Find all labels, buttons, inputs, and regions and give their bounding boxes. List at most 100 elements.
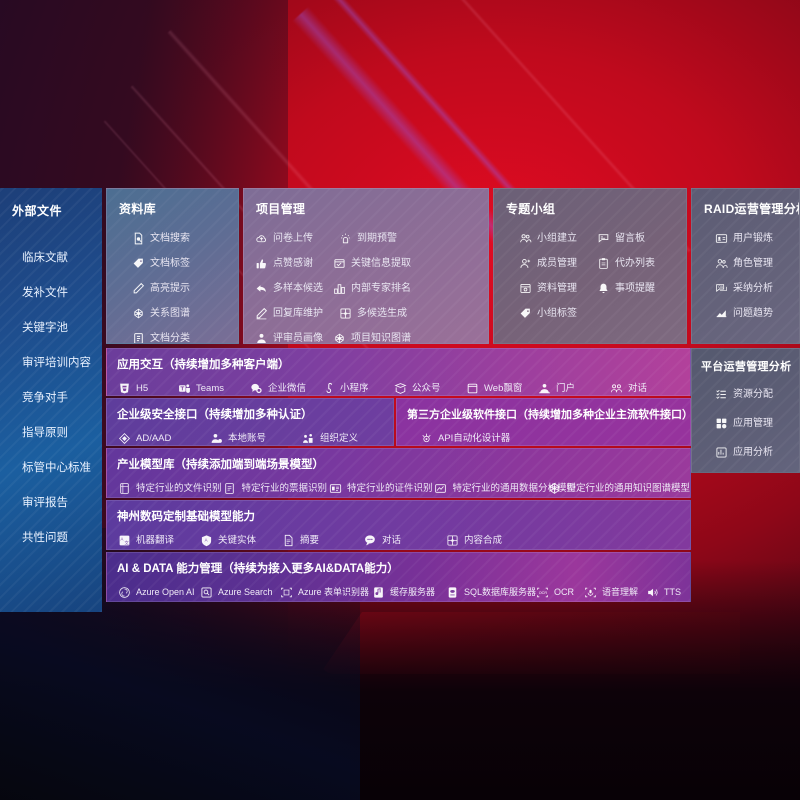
item-data-analysis-model[interactable]: 特定行业的通用数据分析模型: [434, 476, 576, 497]
bar-app-interaction-title: 应用交互（持续增加多种客户端）: [117, 359, 290, 371]
item-label: Teams: [196, 383, 224, 394]
item-ad-aad[interactable]: AD/AAD: [117, 426, 209, 445]
item-key-entity[interactable]: A 关键实体: [199, 528, 281, 549]
item-key-info-extract[interactable]: 关键信息提取: [332, 251, 416, 276]
item-sql-database-server[interactable]: SQL数据库服务器: [445, 580, 536, 601]
item-like-thanks[interactable]: 点赞感谢: [254, 251, 332, 276]
item-relation-graph[interactable]: 关系图谱: [117, 301, 232, 326]
item-item-reminder[interactable]: 事项提醒: [592, 276, 680, 301]
item-material-management[interactable]: 资料管理: [504, 276, 592, 301]
sidebar-item-supplement-docs[interactable]: 发补文件: [22, 287, 68, 299]
bar-ai-data: AI & DATA 能力管理（持续为接入更多AI&DATA能力） Azure O…: [106, 552, 691, 602]
graph-network-icon: [131, 307, 145, 321]
item-label: 本地账号: [228, 433, 267, 444]
sidebar-item-training-content[interactable]: 审评培训内容: [22, 357, 91, 369]
item-highlight-hint[interactable]: 高亮提示: [117, 276, 232, 301]
item-local-account[interactable]: 本地账号: [209, 426, 301, 445]
item-label: 组织定义: [320, 433, 359, 444]
item-project-knowledge-graph[interactable]: 项目知识图谱: [332, 326, 416, 343]
item-user-training[interactable]: 用户锻炼: [702, 226, 793, 251]
wecom-icon: [249, 382, 263, 396]
item-doc-search[interactable]: 文档搜索: [117, 226, 232, 251]
item-knowledge-graph-model[interactable]: 特定行业的通用知识图谱模型: [548, 476, 691, 497]
item-due-alert[interactable]: 到期预警: [338, 226, 416, 251]
item-speech-understanding[interactable]: 语音理解: [583, 580, 645, 601]
cards-row: 资料库 文档搜索 文档标签 高亮提示 关系图谱: [106, 188, 800, 344]
item-resource-allocation[interactable]: 资源分配: [702, 380, 793, 409]
item-h5[interactable]: H5: [117, 376, 177, 395]
item-group-tag[interactable]: 小组标签: [504, 301, 592, 326]
graph-network-icon: [548, 482, 562, 496]
item-miniprogram[interactable]: 小程序: [321, 376, 393, 395]
sidebar-item-common-issues[interactable]: 共性问题: [22, 532, 68, 544]
item-role-management[interactable]: 角色管理: [702, 251, 793, 276]
clipboard-icon: [596, 257, 610, 271]
item-multi-sample-candidate[interactable]: 多样本候选: [254, 276, 332, 301]
sidebar-item-competitors[interactable]: 竞争对手: [22, 392, 68, 404]
bar-security-items: AD/AAD 本地账号 组织定义: [107, 422, 393, 445]
app-analysis-icon: [714, 446, 728, 460]
item-adoption-analysis[interactable]: QA 采纳分析: [702, 276, 793, 301]
item-label: 特定行业的通用知识图谱模型: [566, 483, 691, 494]
bar-thirdparty-interface: 第三方企业级软件接口（持续增加多种企业主流软件接口） API自动化设计器: [396, 398, 691, 446]
item-multi-candidate-generate[interactable]: 多候选生成: [338, 301, 416, 326]
doc-list-icon: [131, 332, 145, 343]
item-app-management[interactable]: 应用管理: [702, 409, 793, 438]
item-teams[interactable]: Teams: [177, 376, 249, 395]
item-label: 留言板: [615, 233, 645, 244]
item-official-account[interactable]: 公众号: [393, 376, 465, 396]
item-member-management[interactable]: 成员管理: [504, 251, 592, 276]
item-expert-ranking[interactable]: 内部专家排名: [332, 276, 411, 301]
item-azure-search[interactable]: Azure Search: [199, 580, 279, 601]
item-todo-list[interactable]: 代办列表: [592, 251, 680, 276]
item-ocr[interactable]: OCR OCR: [535, 580, 583, 601]
sidebar-item-review-report[interactable]: 审评报告: [22, 497, 68, 509]
item-label: 问卷上传: [273, 233, 313, 244]
item-app-analysis[interactable]: 应用分析: [702, 438, 793, 467]
item-azure-form-recognizer[interactable]: Azure 表单识别器: [279, 580, 371, 601]
item-message-board[interactable]: 留言板: [592, 226, 680, 251]
graph-network-icon: [332, 332, 346, 343]
item-group-create[interactable]: 小组建立: [504, 226, 592, 251]
item-label: 角色管理: [733, 258, 773, 269]
sidebar-item-standards[interactable]: 标管中心标准: [22, 462, 91, 474]
item-content-synthesis[interactable]: 内容合成: [445, 528, 502, 549]
item-reply-library-maintain[interactable]: 回复库维护: [254, 301, 338, 326]
item-receipt-recognition[interactable]: 特定行业的票据识别: [223, 476, 329, 497]
item-cache-server[interactable]: 缓存服务器: [371, 580, 445, 601]
svg-text:A: A: [204, 538, 207, 543]
bar-security-title: 企业级安全接口（持续增加多种认证）: [117, 409, 313, 421]
item-portal[interactable]: 门户: [537, 376, 609, 395]
item-label: 成员管理: [537, 258, 577, 269]
item-label: 代办列表: [615, 258, 655, 269]
item-label: 对话: [382, 535, 402, 546]
reply-arrow-icon: [254, 282, 268, 296]
chat-bubble-icon: [363, 534, 377, 548]
item-doc-classify[interactable]: 文档分类: [117, 326, 232, 343]
id-recognize-icon: [328, 482, 342, 496]
item-api-designer[interactable]: API自动化设计器: [419, 426, 510, 445]
item-questionnaire-upload[interactable]: 问卷上传: [254, 226, 338, 251]
item-id-recognition[interactable]: 特定行业的证件识别: [328, 476, 434, 497]
item-azure-openai[interactable]: Azure Open AI: [117, 580, 199, 601]
item-tts[interactable]: TTS: [645, 580, 681, 601]
item-wecom[interactable]: 企业微信: [249, 376, 321, 396]
item-dialogue[interactable]: 对话: [609, 376, 681, 395]
sidebar-item-keyword-pool[interactable]: 关键字池: [22, 322, 68, 334]
item-file-recognition[interactable]: 特定行业的文件识别: [117, 476, 223, 497]
item-reviewer-portrait[interactable]: 评审员画像: [254, 326, 332, 343]
item-issue-trend[interactable]: 问题趋势: [702, 301, 793, 326]
sidebar-item-clinical-literature[interactable]: 临床文献: [22, 252, 68, 264]
official-account-icon: [393, 382, 407, 396]
card-platform-items: 资源分配 应用管理 应用分析: [692, 374, 799, 467]
item-label: 特定行业的通用数据分析模型: [452, 483, 577, 494]
item-web-float-window[interactable]: Web飘窗: [465, 376, 537, 395]
item-doc-tag[interactable]: 文档标签: [117, 251, 232, 276]
task-list-icon: [714, 388, 728, 402]
item-org-define[interactable]: 组织定义: [301, 426, 393, 445]
card-project-items: 问卷上传 到期预警 点赞感谢 关键信息提取 多样本候选: [244, 217, 488, 343]
item-summary[interactable]: 摘要: [281, 528, 363, 549]
item-dialogue-model[interactable]: 对话: [363, 528, 445, 549]
sidebar-item-guidelines[interactable]: 指导原则: [22, 427, 68, 439]
